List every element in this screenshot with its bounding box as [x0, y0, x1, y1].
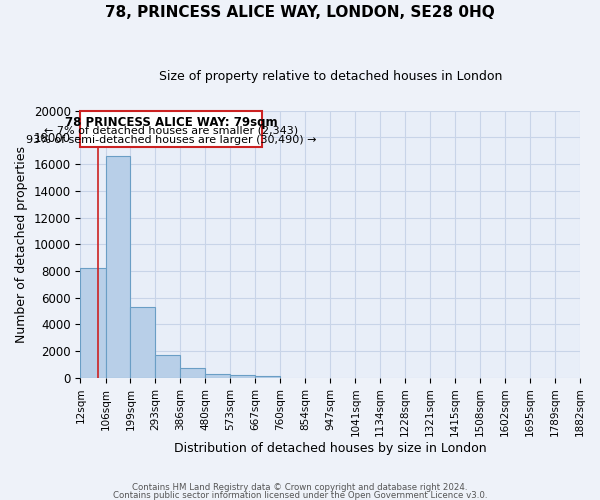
Text: ← 7% of detached houses are smaller (2,343): ← 7% of detached houses are smaller (2,3… — [44, 126, 298, 136]
Text: 93% of semi-detached houses are larger (30,490) →: 93% of semi-detached houses are larger (… — [26, 136, 316, 145]
FancyBboxPatch shape — [80, 110, 262, 146]
Bar — [205, 374, 230, 378]
Text: 78, PRINCESS ALICE WAY, LONDON, SE28 0HQ: 78, PRINCESS ALICE WAY, LONDON, SE28 0HQ — [105, 5, 495, 20]
Y-axis label: Number of detached properties: Number of detached properties — [15, 146, 28, 343]
Bar — [80, 268, 106, 378]
Bar — [230, 376, 256, 378]
Bar — [106, 156, 130, 378]
X-axis label: Distribution of detached houses by size in London: Distribution of detached houses by size … — [174, 442, 487, 455]
Text: 78 PRINCESS ALICE WAY: 79sqm: 78 PRINCESS ALICE WAY: 79sqm — [65, 116, 277, 129]
Bar — [155, 354, 181, 378]
Text: Contains HM Land Registry data © Crown copyright and database right 2024.: Contains HM Land Registry data © Crown c… — [132, 484, 468, 492]
Bar — [130, 307, 155, 378]
Bar — [256, 376, 280, 378]
Text: Contains public sector information licensed under the Open Government Licence v3: Contains public sector information licen… — [113, 490, 487, 500]
Bar — [181, 368, 205, 378]
Title: Size of property relative to detached houses in London: Size of property relative to detached ho… — [158, 70, 502, 83]
